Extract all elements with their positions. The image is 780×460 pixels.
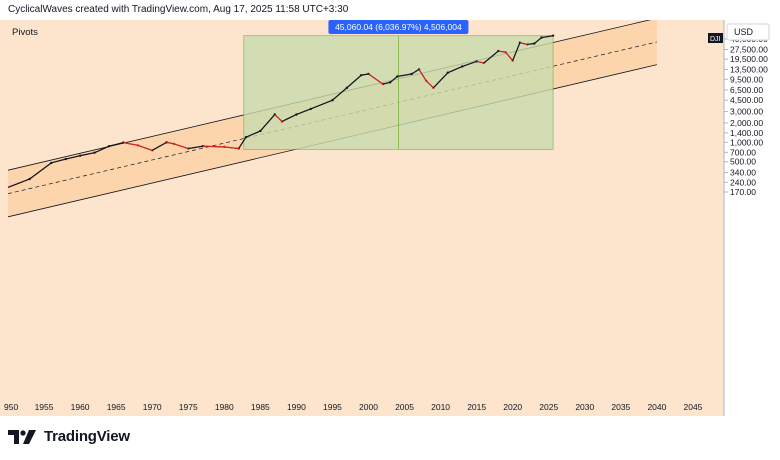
price-tick-label: 19,500.00 — [730, 54, 768, 64]
price-segment — [462, 60, 477, 67]
time-tick-label: 2025 — [539, 402, 558, 412]
price-tick-label: 1,400.00 — [730, 128, 763, 138]
price-segment — [7, 178, 30, 188]
time-tick-label: 2035 — [611, 402, 630, 412]
currency-button[interactable] — [726, 23, 770, 41]
price-segment — [274, 114, 283, 122]
price-segment — [296, 108, 312, 116]
price-segment — [29, 162, 52, 180]
price-segment — [533, 37, 542, 44]
time-tick-label: 1995 — [323, 402, 342, 412]
price-segment — [512, 42, 521, 61]
time-tick-label: 1985 — [251, 402, 270, 412]
price-segment — [382, 81, 391, 85]
price-segment — [368, 73, 384, 85]
currency-label: USD — [734, 27, 754, 37]
price-segment — [281, 114, 297, 123]
price-tick-label: 170.00 — [730, 187, 756, 197]
price-segment — [476, 60, 484, 64]
brand-name: TradingView — [44, 428, 130, 445]
measure-layer: 45,060.04 (6,036.97%) 4,506,004 — [243, 20, 554, 150]
price-segment — [224, 146, 239, 150]
time-tick-label: 950 — [4, 402, 18, 412]
price-segment — [432, 72, 449, 89]
price-segment — [389, 76, 398, 83]
indicator-label: Pivots — [12, 27, 38, 38]
footer: TradingView — [8, 428, 130, 445]
price-segment — [397, 73, 412, 78]
attribution-text: CyclicalWaves created with TradingView.c… — [8, 4, 349, 15]
chart-svg[interactable]: 45,060.04 (6,036.97%) 4,506,004 40,000.0… — [0, 17, 780, 416]
time-tick-label: 2015 — [467, 402, 486, 412]
price-segment — [238, 136, 247, 149]
time-tick-label: 2000 — [359, 402, 378, 412]
time-tick-label: 1955 — [35, 402, 54, 412]
price-segment — [418, 69, 427, 82]
time-tick-label: 2005 — [395, 402, 414, 412]
price-tick-label: 340.00 — [730, 168, 756, 178]
price-segment — [166, 141, 174, 145]
price-segment — [79, 152, 95, 157]
time-tick-label: 2030 — [575, 402, 594, 412]
price-tick-label: 2,000.00 — [730, 118, 763, 128]
price-segment — [202, 145, 225, 148]
price-segment — [519, 42, 528, 45]
time-tick-label: 1975 — [179, 402, 198, 412]
time-tick-label: 1970 — [143, 402, 162, 412]
price-segment — [498, 50, 506, 53]
price-segment — [541, 35, 554, 39]
price-segment — [411, 68, 420, 75]
measure-label-box — [328, 20, 469, 34]
price-segment — [447, 65, 463, 74]
time-tick-label: 1980 — [215, 402, 234, 412]
time-tick-label: 1960 — [71, 402, 90, 412]
price-segment — [123, 142, 138, 146]
time-tick-label: 1965 — [107, 402, 126, 412]
price-segment — [361, 73, 369, 76]
price-segment — [65, 155, 81, 160]
price-tick-label: 240.00 — [730, 177, 756, 187]
price-tick-label: 27,500.00 — [730, 44, 768, 54]
price-segment — [425, 80, 434, 89]
price-segment — [94, 145, 110, 154]
time-tick-label: 2045 — [683, 402, 702, 412]
price-segment — [188, 145, 203, 150]
measure-label-text: 45,060.04 (6,036.97%) 4,506,004 — [335, 22, 462, 32]
price-chart[interactable]: 45,060.04 (6,036.97%) 4,506,004 40,000.0… — [0, 17, 780, 416]
price-tick-label: 13,500.00 — [730, 64, 768, 74]
price-tick-label: 700.00 — [730, 147, 756, 157]
price-tick-label: 500.00 — [730, 157, 756, 167]
price-segment — [245, 130, 261, 138]
price-layer — [7, 34, 555, 188]
price-segment — [346, 74, 362, 89]
price-axis-background — [724, 20, 772, 416]
time-tick-label: 2010 — [431, 402, 450, 412]
price-segment — [151, 141, 167, 151]
price-segment — [259, 114, 276, 132]
price-segment — [108, 142, 124, 147]
price-tick-label: 6,500.00 — [730, 85, 763, 95]
price-segment — [527, 43, 535, 45]
time-axis-background — [0, 396, 724, 416]
price-tick-label: 1,000.00 — [730, 137, 763, 147]
price-segment — [483, 50, 499, 64]
time-axis: 950 1955 1960 1965 1970 1975 1980 1985 1990 1995 2… — [4, 402, 703, 412]
price-point — [551, 34, 555, 37]
symbol-badge-label: DJI — [710, 36, 721, 43]
price-tick-label: 3,000.00 — [730, 107, 763, 117]
price-segment — [332, 87, 348, 101]
price-tick-label: 4,500.00 — [730, 95, 763, 105]
time-tick-label: 2040 — [647, 402, 666, 412]
price-segment — [505, 51, 514, 61]
symbol-badge — [708, 33, 723, 43]
price-segment — [137, 144, 153, 151]
price-segment — [173, 143, 189, 150]
price-segment — [51, 158, 66, 164]
price-segment — [310, 99, 333, 110]
time-tick-label: 2020 — [503, 402, 522, 412]
price-tick-label: 9,500.00 — [730, 74, 763, 84]
tradingview-logo-icon — [8, 429, 36, 444]
time-tick-label: 1990 — [287, 402, 306, 412]
